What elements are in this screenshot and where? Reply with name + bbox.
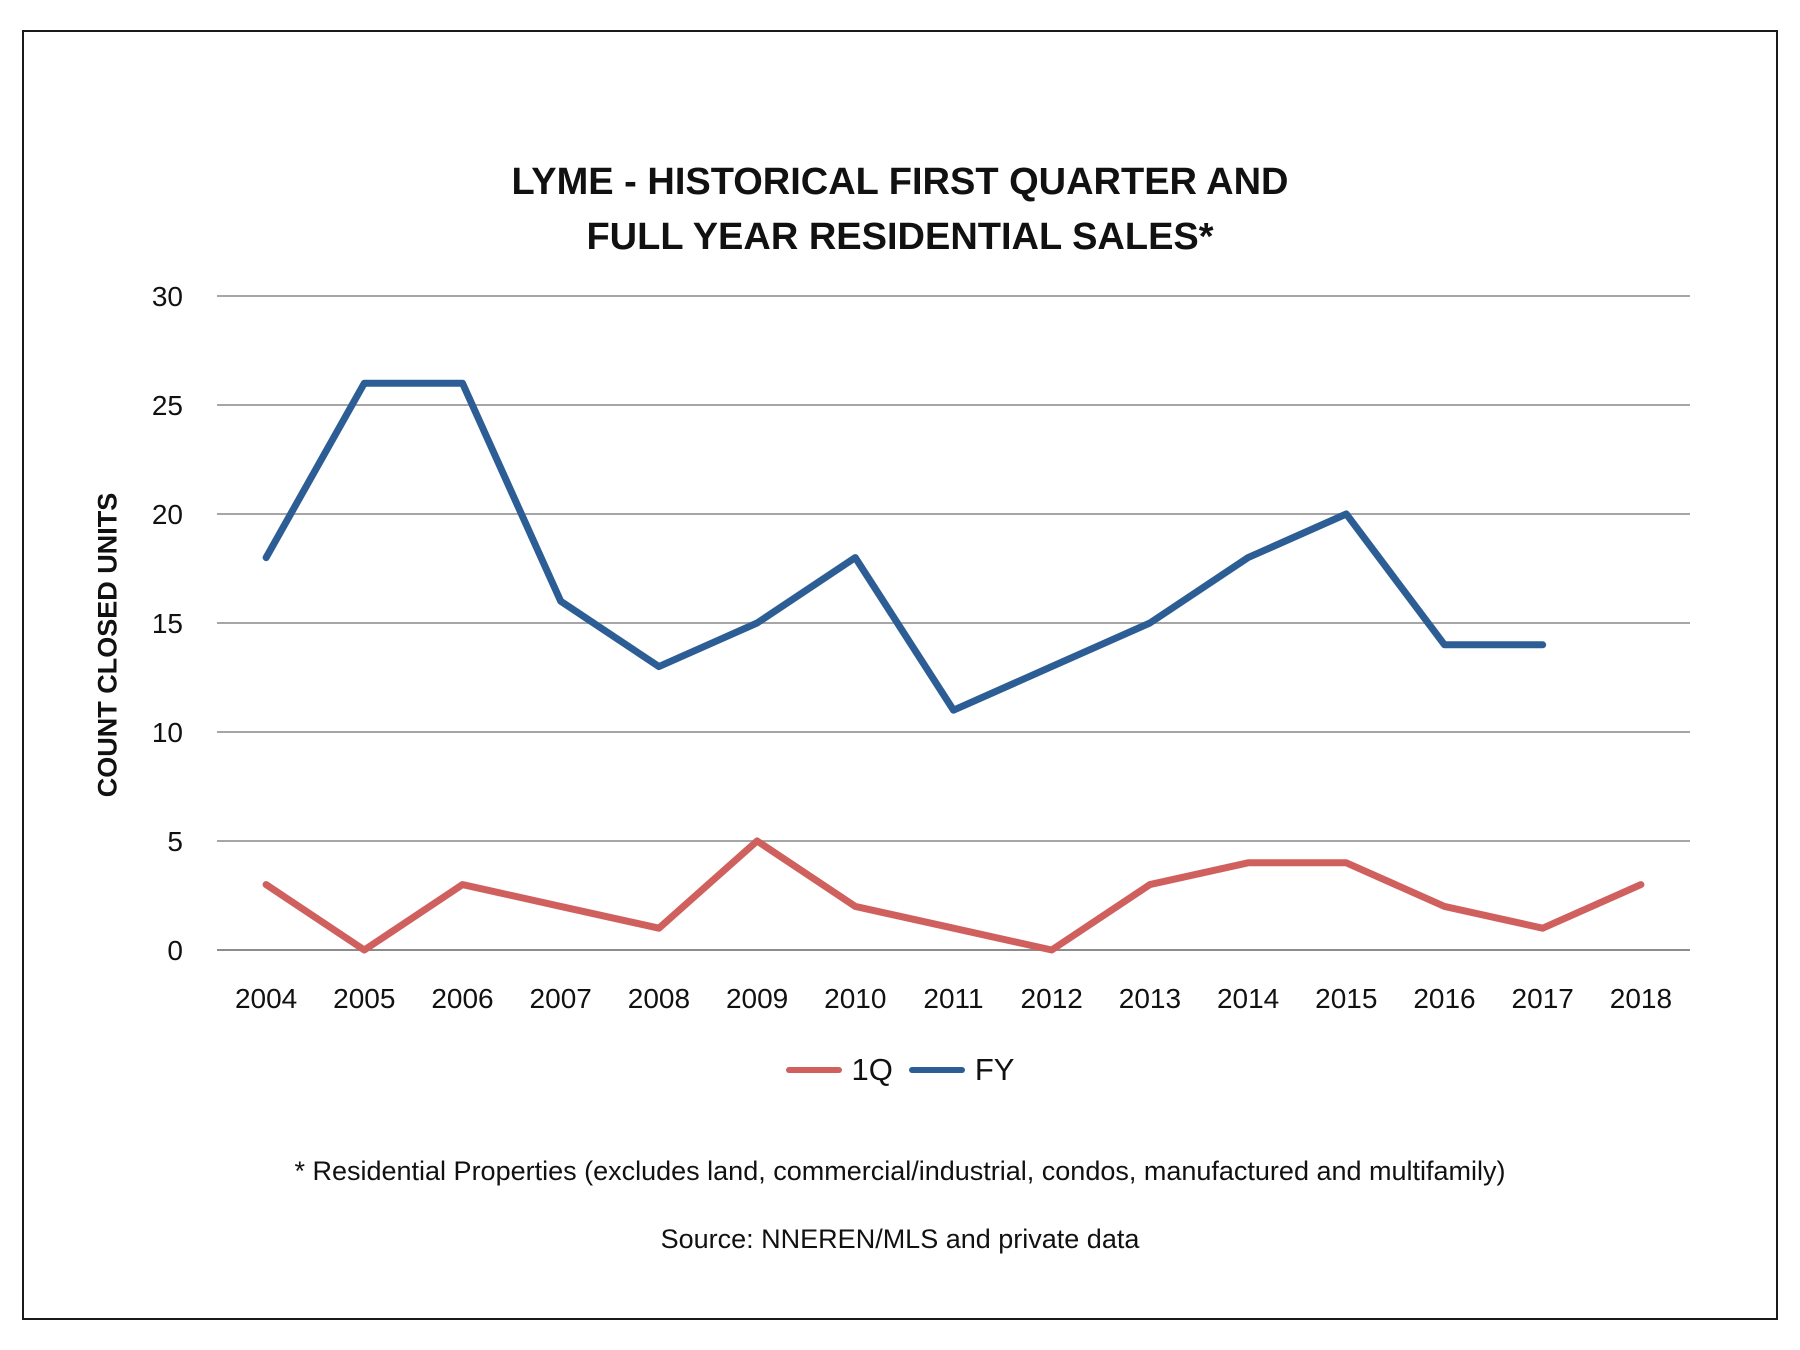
gridlines [217,295,1690,951]
x-tick-label-2004: 2004 [235,983,297,1014]
series-line-fy [262,379,1547,714]
y-tick-label-5: 5 [167,826,183,857]
legend: 1Q FY [0,1052,1800,1088]
chart-frame [22,30,1778,1320]
x-tick-label-2010: 2010 [824,983,886,1014]
x-tick-label-2011: 2011 [923,983,983,1014]
x-tick-label-2017: 2017 [1512,983,1574,1014]
y-tick-label-30: 30 [152,281,183,312]
series-lines [262,379,1645,954]
x-tick-labels: 2004 2005 2006 2007 2008 2009 2010 2011 2012 2013… [235,983,1672,1014]
legend-swatch-fy [908,1067,965,1073]
legend-item-1q: 1Q [785,1052,893,1088]
x-tick-label-2012: 2012 [1021,983,1083,1014]
y-tick-labels: 0 5 10 15 20 25 30 [152,281,183,966]
line-chart: 0 5 10 15 20 25 30 2004 2005 2006 2007 2008 2009 201… [152,281,1690,1014]
chart-title: LYME - HISTORICAL FIRST QUARTER AND FULL… [0,155,1800,265]
x-tick-label-2007: 2007 [530,983,592,1014]
x-tick-label-2006: 2006 [431,983,493,1014]
legend-item-fy: FY [908,1052,1015,1088]
series-line-1q [262,837,1645,954]
x-tick-label-2013: 2013 [1119,983,1181,1014]
y-tick-label-0: 0 [167,935,183,966]
x-tick-label-2016: 2016 [1413,983,1475,1014]
footnote: * Residential Properties (excludes land,… [294,1156,1506,1186]
chart-title-line-2: FULL YEAR RESIDENTIAL SALES* [586,216,1214,258]
chart-title-line-1: LYME - HISTORICAL FIRST QUARTER AND [511,161,1289,203]
x-tick-label-2008: 2008 [628,983,690,1014]
legend-label-1q: 1Q [851,1052,893,1087]
y-tick-label-10: 10 [152,717,183,748]
legend-swatch-1q [785,1067,842,1073]
x-tick-label-2014: 2014 [1217,983,1279,1014]
x-tick-label-2015: 2015 [1315,983,1377,1014]
x-tick-label-2005: 2005 [333,983,395,1014]
y-tick-label-15: 15 [152,608,183,639]
x-tick-label-2009: 2009 [726,983,788,1014]
source-note: Source: NNEREN/MLS and private data [660,1224,1140,1254]
legend-label-fy: FY [974,1052,1015,1087]
x-tick-label-2018: 2018 [1610,983,1672,1014]
y-tick-label-25: 25 [152,390,183,421]
y-tick-label-20: 20 [152,499,183,530]
